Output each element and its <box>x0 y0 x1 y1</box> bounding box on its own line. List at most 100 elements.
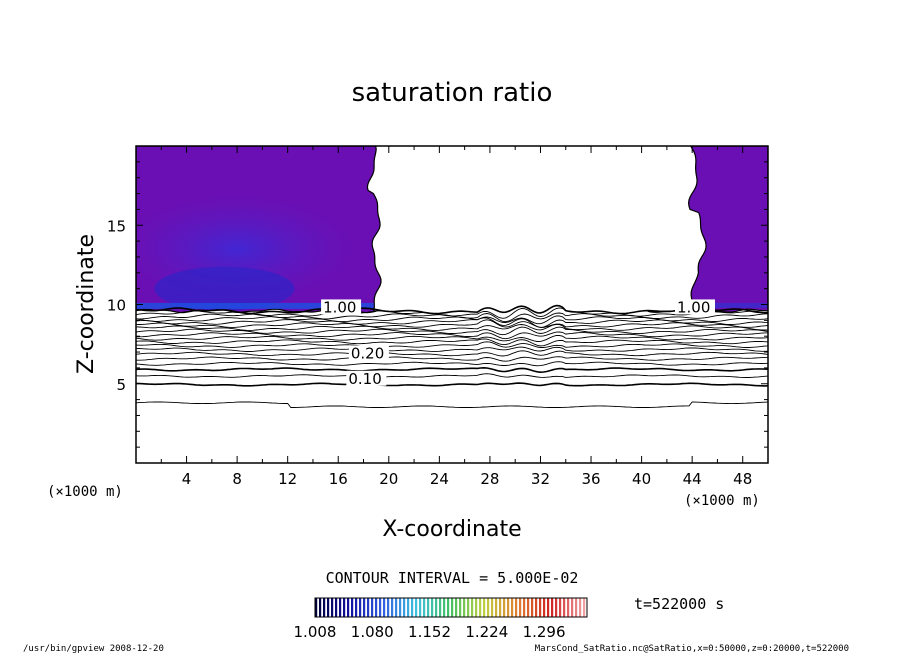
colorbar-stripe <box>563 598 566 617</box>
colorbar-stripe <box>415 598 418 617</box>
x-axis-ticks: 4 8 12 16 20 24 28 32 36 40 44 48 <box>160 146 752 488</box>
colorbar-stripe <box>335 598 338 617</box>
contour-line <box>136 361 768 367</box>
colorbar-stripe <box>343 598 346 617</box>
y-axis-ticks: 5 10 15 <box>107 161 768 448</box>
colorbar-stripe <box>367 598 370 617</box>
colorbar-tick-label: 1.080 <box>351 623 394 641</box>
colorbar-tick-label: 1.296 <box>523 623 566 641</box>
contour-label-bg <box>348 345 389 361</box>
contour-label-bg <box>674 299 715 315</box>
contour-line <box>136 373 768 378</box>
supersaturation-core <box>154 266 295 311</box>
contour-line <box>136 338 768 347</box>
x-tick-label: 24 <box>430 470 449 488</box>
colorbar-stripe <box>443 598 446 617</box>
colorbar-stripe <box>375 598 378 617</box>
colorbar-stripe <box>535 598 538 617</box>
contour-line <box>136 356 768 362</box>
colorbar-tick-labels: 1.008 1.080 1.152 1.224 1.296 <box>294 623 566 641</box>
supersaturation-base-band <box>136 302 374 309</box>
contour-line <box>136 319 768 328</box>
contour-label: 1.00 <box>323 298 356 316</box>
colorbar-stripe <box>419 598 422 617</box>
x-tick-label: 16 <box>329 470 348 488</box>
colorbar-stripe <box>331 598 334 617</box>
colorbar-stripe <box>451 598 454 617</box>
colorbar-frame <box>314 597 588 618</box>
colorbar-stripe <box>579 598 582 617</box>
colorbar-stripe <box>395 598 398 617</box>
supersaturated-region <box>647 146 768 313</box>
contour-line <box>136 323 768 331</box>
contour-line <box>136 382 768 387</box>
x-tick-label: 40 <box>632 470 651 488</box>
colorbar-stripe <box>519 598 522 617</box>
y-axis-label: Z-coordinate <box>74 234 99 374</box>
contour-interval-label: CONTOUR INTERVAL = 5.000E-02 <box>326 569 579 587</box>
x-tick-label: 12 <box>278 470 297 488</box>
x-unit-label-right: (×1000 m) <box>684 493 760 509</box>
colorbar-tick-label: 1.008 <box>294 623 337 641</box>
colorbar-stripe <box>463 598 466 617</box>
x-tick-label: 44 <box>683 470 702 488</box>
supersaturated-fill-layer <box>136 146 768 314</box>
colorbar-stripe <box>371 598 374 617</box>
colorbar-stripe <box>559 598 562 617</box>
colorbar-stripe <box>495 598 498 617</box>
colorbar-stripe <box>531 598 534 617</box>
contour-labels-layer: 0.10 0.20 1.00 1.00 <box>321 298 715 388</box>
colorbar-stripe <box>555 598 558 617</box>
contour-label-bg <box>346 370 387 386</box>
colorbar-stripe <box>355 598 358 617</box>
colorbar-stripe <box>327 598 330 617</box>
footer-right: MarsCond_SatRatio.nc@SatRatio,x=0:50000,… <box>535 644 849 654</box>
x-tick-label: 28 <box>480 470 499 488</box>
colorbar-stripe <box>403 598 406 617</box>
colorbar-stripe <box>359 598 362 617</box>
colorbar-stripe <box>363 598 366 617</box>
colorbar-stripe <box>459 598 462 617</box>
colorbar-stripe <box>483 598 486 617</box>
colorbar-stripe <box>379 598 382 617</box>
colorbar-stripe <box>407 598 410 617</box>
footer-left: /usr/bin/gpview 2008-12-20 <box>23 644 164 654</box>
colorbar-stripe <box>319 598 322 617</box>
x-tick-label: 20 <box>379 470 398 488</box>
contour-line <box>136 341 768 348</box>
colorbar-stripe <box>391 598 394 617</box>
y-tick-label: 5 <box>116 376 126 394</box>
colorbar-stripe <box>351 598 354 617</box>
colorbar-stripe <box>323 598 326 617</box>
colorbar-stripe <box>567 598 570 617</box>
plot-area: 0.100.201.00 1.00 4 8 12 16 20 24 28 32 36 40 44 48 … <box>107 145 769 488</box>
colorbar: 1.008 1.080 1.152 1.224 1.296 <box>294 597 588 641</box>
colorbar-stripe <box>475 598 478 617</box>
colorbar-stripe <box>575 598 578 617</box>
colorbar-tick-label: 1.152 <box>408 623 451 641</box>
colorbar-tick-label: 1.224 <box>465 623 508 641</box>
time-label: t=522000 s <box>634 595 724 613</box>
contour-lines-layer <box>136 304 768 408</box>
contour-line <box>136 331 768 340</box>
x-unit-label-left: (×1000 m) <box>47 484 123 500</box>
y-tick-label: 15 <box>107 217 126 235</box>
colorbar-stripe <box>455 598 458 617</box>
colorbar-stripe <box>387 598 390 617</box>
colorbar-stripe <box>467 598 470 617</box>
x-axis-label: X-coordinate <box>382 517 521 542</box>
colorbar-stripe <box>383 598 386 617</box>
colorbar-stripe <box>543 598 546 617</box>
colorbar-stripes <box>315 598 586 617</box>
contour-line <box>136 366 768 374</box>
colorbar-stripe <box>491 598 494 617</box>
contour-label: 0.10 <box>348 370 381 388</box>
colorbar-stripe <box>347 598 350 617</box>
x-tick-label: 4 <box>182 470 192 488</box>
colorbar-stripe <box>503 598 506 617</box>
x-tick-label: 48 <box>733 470 752 488</box>
colorbar-stripe <box>315 598 318 617</box>
contour-line <box>136 326 768 336</box>
supersaturation-base-band <box>692 302 768 308</box>
colorbar-stripe <box>527 598 530 617</box>
